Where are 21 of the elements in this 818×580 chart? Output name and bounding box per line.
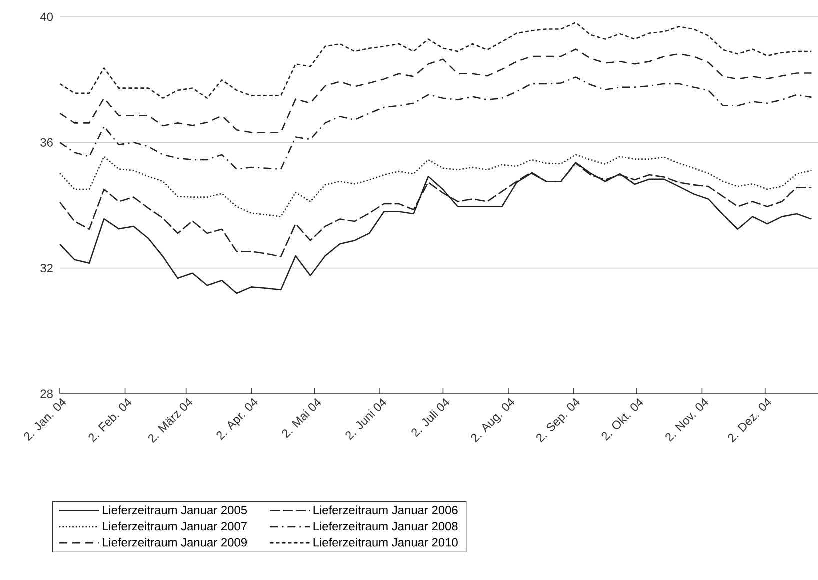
y-tick-label: 28 [40,390,53,398]
x-tick-label: 2. Feb. 04 [88,398,132,442]
legend-label: Lieferzeitraum Januar 2010 [314,538,458,547]
legend-label: Lieferzeitraum Januar 2008 [314,522,458,531]
legend-label: Lieferzeitraum Januar 2005 [103,506,248,515]
x-tick-label: 2. Nov. 04 [666,398,708,442]
x-tick-label: 2. Juli 04 [412,398,450,438]
x-tick-label: 2. Aug. 04 [471,398,515,443]
x-tick-label: 2. Dez. 04 [728,398,772,443]
x-tick-label: 2. Apr. 04 [216,398,258,440]
y-tick-label: 32 [40,264,53,273]
y-tick-label: 36 [40,138,53,147]
x-tick-label: 2. Jan. 04 [24,398,66,442]
y-tick-label: 40 [40,12,54,22]
legend-label: Lieferzeitraum Januar 2006 [314,506,458,515]
line-series [59,76,812,170]
legend-label: Lieferzeitraum Januar 2009 [103,538,247,547]
legend-label: Lieferzeitraum Januar 2007 [103,522,247,531]
x-tick-label: 2. Sep. 04 [536,398,580,443]
x-tick-label: 2. Okt. 04 [602,398,644,442]
x-tick-label: 2. Mai 04 [282,398,322,438]
